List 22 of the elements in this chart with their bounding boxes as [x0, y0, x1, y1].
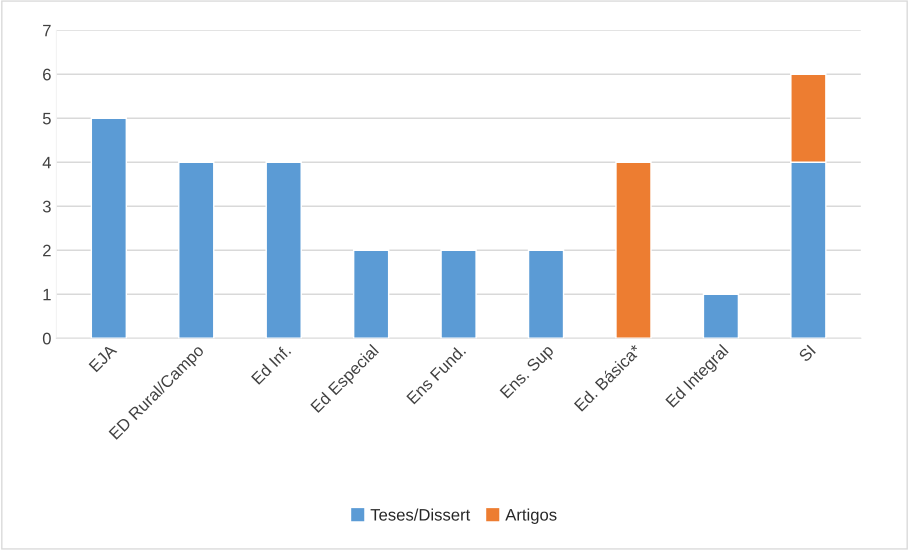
y-tick-label: 1: [44, 288, 51, 300]
x-tick-label: Ed Inf.: [250, 344, 292, 385]
legend-label: Teses/Dissert: [370, 508, 470, 521]
bar: [528, 250, 564, 338]
y-tick-label: 4: [42, 156, 52, 168]
legend-label: Artigos: [505, 508, 557, 524]
bar: [178, 162, 214, 338]
bar: [615, 162, 652, 338]
y-tick-label: 0: [42, 332, 51, 344]
y-tick-label: 5: [42, 112, 51, 124]
bar: [266, 162, 302, 338]
y-tick-label: 3: [42, 200, 51, 212]
bar: [440, 250, 477, 338]
x-tick-label: EJA: [88, 344, 118, 372]
x-tick-label: SI: [798, 344, 816, 362]
bar: [702, 294, 740, 338]
bar: [352, 250, 390, 338]
y-tick-label: 7: [43, 24, 51, 36]
y-tick-label: 2: [43, 244, 51, 256]
y-tick-label: 6: [43, 68, 51, 80]
bar: [90, 118, 128, 338]
x-tick-label: Ens. Sup: [499, 344, 557, 401]
